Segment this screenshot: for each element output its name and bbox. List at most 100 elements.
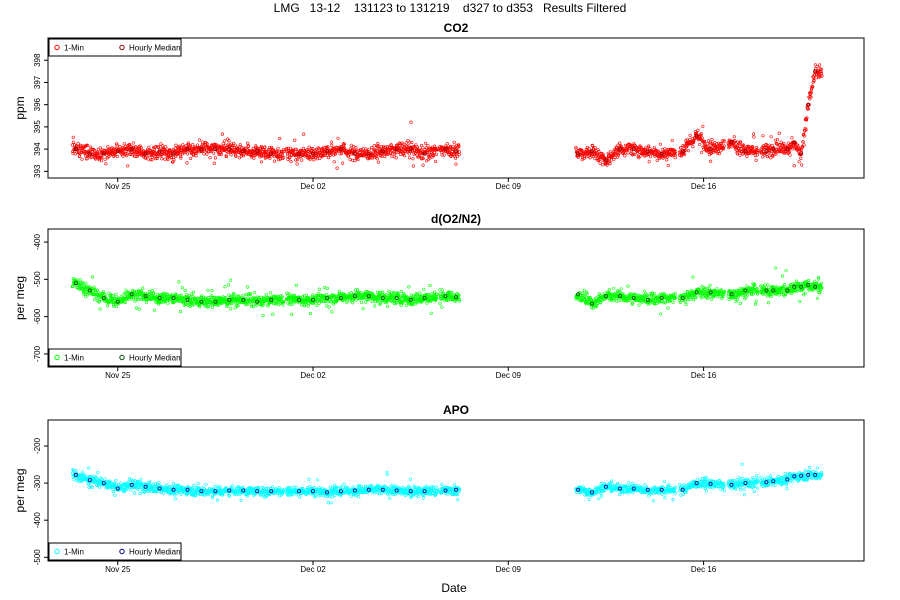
hourly-median-point bbox=[645, 149, 650, 154]
hourly-median-point bbox=[199, 147, 204, 152]
x-axis-title: Date bbox=[441, 581, 467, 595]
hourly-median-point bbox=[310, 297, 315, 302]
hourly-median-point bbox=[269, 489, 274, 494]
hourly-median-point bbox=[576, 151, 581, 156]
y-tick-label: 394 bbox=[33, 142, 42, 156]
hourly-median-point bbox=[115, 149, 120, 154]
plot-frame bbox=[47, 37, 865, 179]
hourly-median-point bbox=[352, 151, 357, 156]
hourly-median-point bbox=[729, 482, 734, 487]
panel-0: CO2 ppm 393 394 395 396 397 398 Nov 25 Dec 02 Dec … bbox=[13, 21, 865, 191]
hourly-median-point bbox=[324, 490, 329, 495]
panel-2: APO per meg -500 -400 -300 -200 Nov 25 Dec 02 De… bbox=[13, 403, 865, 574]
hourly-median-point bbox=[87, 288, 92, 293]
hourly-median-point bbox=[87, 478, 92, 483]
hourly-median-point bbox=[157, 486, 162, 491]
hourly-median-point bbox=[743, 149, 748, 154]
panel-1: d(O2/N2) per meg -700 -600 -500 -400 Nov 25 Dec… bbox=[13, 212, 865, 380]
legend-label-hourly-median: Hourly Median bbox=[129, 354, 181, 363]
hourly-median-point bbox=[617, 294, 622, 299]
x-tick-label: Nov 25 bbox=[105, 565, 131, 574]
panel-title: d(O2/N2) bbox=[431, 212, 481, 226]
legend-marker-hourly-median bbox=[119, 354, 125, 361]
hourly-median-point bbox=[659, 487, 664, 492]
plot-frame bbox=[47, 419, 865, 562]
legend-box bbox=[48, 348, 182, 367]
x-tick-label: Dec 09 bbox=[496, 371, 522, 380]
hourly-median-point bbox=[227, 297, 232, 302]
hourly-median-point bbox=[443, 488, 448, 493]
hourly-median-point bbox=[129, 147, 134, 152]
y-tick-label: -500 bbox=[33, 271, 42, 288]
hourly-median-point bbox=[771, 147, 776, 152]
hourly-median-point bbox=[799, 473, 804, 478]
x-tick-label: Dec 02 bbox=[300, 182, 326, 191]
hourly-median-point bbox=[590, 149, 595, 154]
hourly-median-point bbox=[185, 147, 190, 152]
hourly-median-point bbox=[241, 149, 246, 154]
hourly-median-point bbox=[310, 489, 315, 494]
legend-marker-1min bbox=[54, 44, 60, 51]
legend-label-1min: 1-Min bbox=[64, 548, 84, 557]
hourly-median-point bbox=[297, 297, 302, 302]
hourly-median-point bbox=[453, 487, 458, 492]
hourly-median-point bbox=[764, 288, 769, 293]
hourly-median-point bbox=[213, 147, 218, 152]
y-tick-label: 396 bbox=[33, 97, 42, 111]
y-tick-label: -400 bbox=[33, 233, 42, 250]
hourly-median-point bbox=[380, 487, 385, 492]
hourly-median-point bbox=[792, 474, 797, 479]
hourly-median-point bbox=[199, 299, 204, 304]
hourly-median-point bbox=[380, 295, 385, 300]
y-axis-label: per meg bbox=[13, 276, 27, 320]
legend-box bbox=[48, 542, 182, 561]
hourly-median-point bbox=[143, 151, 148, 156]
legend-label-hourly-median: Hourly Median bbox=[129, 44, 181, 53]
hourly-median-point bbox=[764, 149, 769, 154]
hourly-median-point bbox=[73, 147, 78, 152]
hourly-median-point bbox=[453, 295, 458, 300]
hourly-median-point bbox=[143, 484, 148, 489]
hourly-median-point bbox=[576, 487, 581, 492]
hourly-median-point bbox=[408, 489, 413, 494]
hourly-median-point bbox=[603, 484, 608, 489]
plot-frame bbox=[47, 228, 865, 368]
hourly-median-point bbox=[157, 149, 162, 154]
hourly-median-point bbox=[590, 490, 595, 495]
hourly-median-point bbox=[443, 147, 448, 152]
hourly-median-point bbox=[352, 294, 357, 299]
panel-title: APO bbox=[443, 403, 469, 417]
hourly-median-point bbox=[617, 147, 622, 152]
hourly-median-point bbox=[143, 294, 148, 299]
series-1min-points bbox=[70, 266, 824, 318]
x-tick-label: Dec 02 bbox=[300, 565, 326, 574]
hourly-median-point bbox=[101, 481, 106, 486]
x-tick-label: Dec 09 bbox=[496, 182, 522, 191]
y-axis-label: per meg bbox=[13, 468, 27, 512]
hourly-median-point bbox=[813, 472, 818, 477]
hourly-median-point bbox=[806, 282, 811, 287]
series-1min-points bbox=[70, 63, 824, 170]
x-tick-label: Dec 16 bbox=[691, 182, 717, 191]
hourly-median-point bbox=[310, 151, 315, 156]
hourly-median-point bbox=[680, 487, 685, 492]
y-tick-label: -500 bbox=[33, 549, 42, 566]
y-axis-label: ppm bbox=[13, 96, 27, 119]
hourly-median-point bbox=[743, 481, 748, 486]
y-tick-label: 395 bbox=[33, 120, 42, 134]
hourly-median-point bbox=[799, 151, 804, 156]
legend-marker-hourly-median bbox=[119, 548, 125, 555]
legend: 1-Min Hourly Median bbox=[48, 348, 182, 367]
hourly-median-point bbox=[394, 295, 399, 300]
hourly-median-point bbox=[366, 294, 371, 299]
y-tick-label: -300 bbox=[33, 475, 42, 492]
hourly-median-point bbox=[792, 140, 797, 145]
hourly-median-point bbox=[185, 297, 190, 302]
hourly-median-point bbox=[708, 290, 713, 295]
y-tick-label: -200 bbox=[33, 437, 42, 454]
hourly-median-point bbox=[694, 133, 699, 138]
hourly-median-point bbox=[771, 288, 776, 293]
hourly-median-point bbox=[813, 69, 818, 74]
hourly-median-point bbox=[617, 486, 622, 491]
